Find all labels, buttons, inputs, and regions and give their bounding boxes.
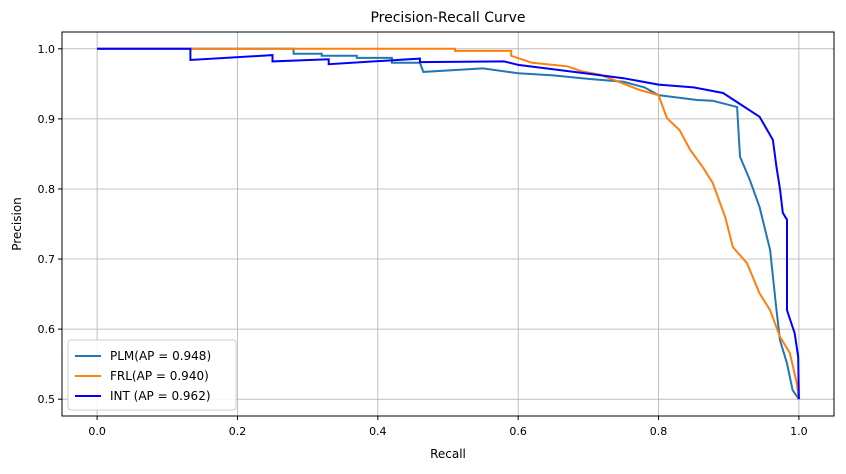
chart-title: Precision-Recall Curve <box>370 10 525 26</box>
x-tick-label: 0.0 <box>88 425 106 438</box>
y-tick-label: 0.8 <box>38 183 56 196</box>
y-tick-label: 1.0 <box>38 43 56 56</box>
y-tick-label: 0.9 <box>38 113 56 126</box>
ticks: 0.0 0.2 0.4 0.6 0.8 1.0 0.5 0.6 0.7 0.8 0.9 1.0 <box>38 43 808 438</box>
x-tick-label: 0.4 <box>369 425 387 438</box>
legend-frame <box>67 339 237 411</box>
series-line-plm <box>97 47 800 400</box>
y-tick-label: 0.6 <box>38 323 56 336</box>
x-tick-label: 0.2 <box>229 425 247 438</box>
series-line-int <box>97 47 800 400</box>
y-tick-label: 0.5 <box>38 393 56 406</box>
legend-label: INT (AP = 0.962) <box>110 389 211 403</box>
x-axis-label: Recall <box>430 447 466 461</box>
legend-label: FRL(AP = 0.940) <box>110 369 209 383</box>
x-tick-label: 1.0 <box>790 425 808 438</box>
x-tick-label: 0.8 <box>650 425 668 438</box>
x-tick-label: 0.6 <box>509 425 527 438</box>
series-line-frl <box>97 47 800 400</box>
series-lines <box>97 47 800 400</box>
y-tick-label: 0.7 <box>38 253 56 266</box>
plot-frame <box>61 31 835 417</box>
legend-label: PLM(AP = 0.948) <box>110 349 211 363</box>
legend: PLM(AP = 0.948) FRL(AP = 0.940) INT (AP = … <box>67 339 237 411</box>
y-axis-label: Precision <box>10 197 24 251</box>
